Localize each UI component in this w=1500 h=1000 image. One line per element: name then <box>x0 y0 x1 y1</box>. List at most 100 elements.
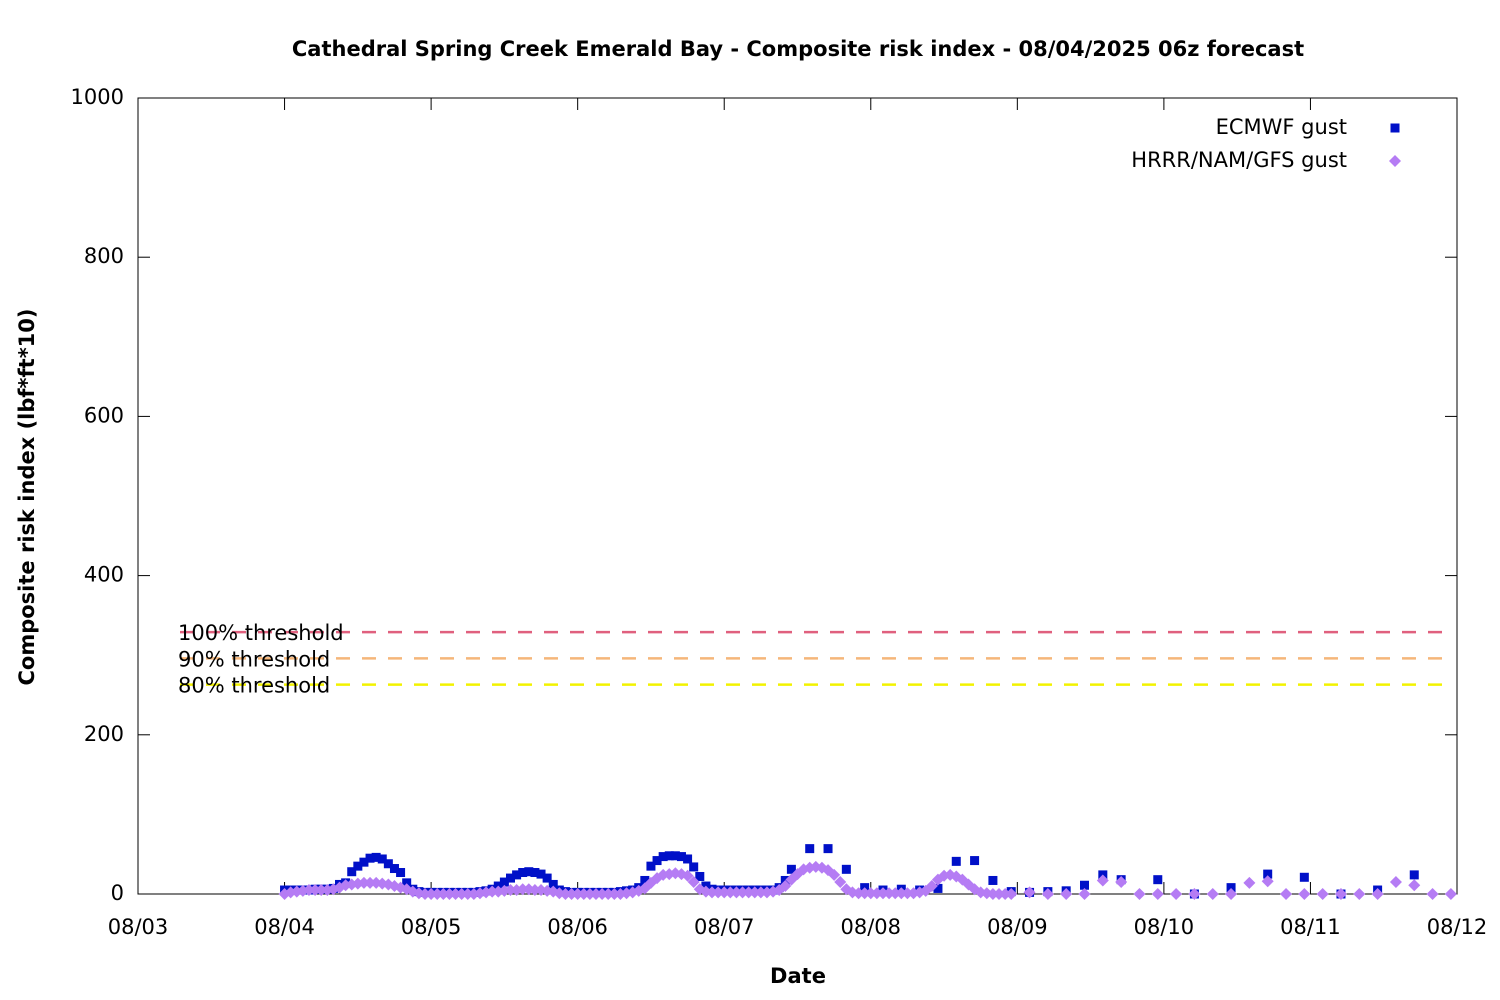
y-tick-label: 200 <box>84 722 124 746</box>
data-point <box>530 868 540 878</box>
data-point <box>309 884 322 897</box>
data-point <box>841 864 851 874</box>
data-point <box>834 876 847 889</box>
data-point <box>357 876 370 889</box>
data-point <box>383 859 393 869</box>
data-point <box>925 880 938 893</box>
data-point <box>1225 888 1238 900</box>
data-point <box>1151 888 1164 900</box>
data-point <box>870 887 883 900</box>
data-point <box>583 888 596 900</box>
data-point <box>536 869 546 879</box>
data-point <box>1280 888 1293 900</box>
data-point <box>364 876 377 889</box>
data-point <box>706 886 719 899</box>
data-point <box>1078 888 1091 900</box>
data-point <box>1005 888 1018 900</box>
data-point <box>664 851 674 861</box>
data-point <box>779 880 792 893</box>
data-point <box>1096 874 1109 887</box>
data-point <box>986 888 999 900</box>
data-point <box>718 886 731 899</box>
data-point <box>852 887 865 900</box>
data-point <box>596 888 609 900</box>
data-point <box>683 854 693 864</box>
x-tick-label: 08/03 <box>108 915 169 939</box>
data-point <box>524 867 534 877</box>
x-tick-label: 08/05 <box>401 915 462 939</box>
threshold-label: 90% threshold <box>178 647 330 671</box>
data-point <box>1261 875 1274 888</box>
data-point <box>640 875 650 885</box>
data-point <box>608 888 621 900</box>
data-point <box>455 888 468 900</box>
data-point <box>431 888 444 900</box>
x-tick-label: 08/11 <box>1280 915 1341 939</box>
data-point <box>559 888 572 900</box>
data-point <box>437 888 450 900</box>
legend-marker <box>1389 155 1401 167</box>
data-point <box>754 886 767 899</box>
threshold-label: 80% threshold <box>178 674 330 698</box>
data-point <box>571 888 584 900</box>
x-tick-label: 08/08 <box>841 915 902 939</box>
data-point <box>951 856 961 866</box>
data-point <box>687 876 700 889</box>
data-point <box>742 886 755 899</box>
data-point <box>724 886 737 899</box>
data-point <box>389 864 399 874</box>
data-point <box>681 869 694 882</box>
y-tick-label: 800 <box>84 244 124 268</box>
data-point <box>889 887 902 900</box>
y-tick-label: 400 <box>84 563 124 587</box>
data-point <box>858 887 871 900</box>
data-point <box>646 861 656 871</box>
data-point <box>1408 879 1421 892</box>
data-point <box>512 870 522 880</box>
data-point <box>1243 876 1256 889</box>
legend-label: ECMWF gust <box>1216 115 1347 139</box>
data-point <box>1353 888 1366 900</box>
data-point <box>901 887 914 900</box>
data-point <box>1041 888 1054 900</box>
data-point <box>486 885 499 898</box>
data-point <box>1115 876 1128 889</box>
data-point <box>302 884 315 897</box>
data-point <box>999 888 1012 900</box>
data-point <box>1299 872 1309 882</box>
data-point <box>993 888 1006 900</box>
data-point <box>933 883 943 893</box>
data-point <box>1226 883 1236 893</box>
plot-frame <box>137 97 1458 895</box>
x-tick-label: 08/12 <box>1427 915 1488 939</box>
data-point <box>449 888 462 900</box>
data-point <box>823 844 833 854</box>
data-point <box>589 888 602 900</box>
data-point <box>371 852 381 862</box>
data-point <box>1334 888 1347 900</box>
data-point <box>1298 888 1311 900</box>
x-tick-label: 08/06 <box>547 915 608 939</box>
data-point <box>736 886 749 899</box>
data-point <box>895 887 908 900</box>
data-point <box>396 868 406 878</box>
data-point <box>1060 888 1073 900</box>
legend-marker <box>1390 123 1400 133</box>
data-point <box>353 861 363 871</box>
data-point <box>988 875 998 885</box>
data-point <box>670 851 680 861</box>
data-point <box>748 886 761 899</box>
data-point <box>1409 870 1419 880</box>
data-point <box>377 854 387 864</box>
x-axis-label: Date <box>770 964 826 988</box>
data-point <box>443 888 456 900</box>
data-point <box>504 884 517 897</box>
data-point <box>499 877 509 887</box>
data-point <box>577 888 590 900</box>
data-point <box>347 867 357 877</box>
data-point <box>542 873 552 883</box>
x-tick-label: 08/10 <box>1134 915 1195 939</box>
data-point <box>518 868 528 878</box>
data-point <box>1080 880 1090 890</box>
x-tick-label: 08/09 <box>987 915 1048 939</box>
